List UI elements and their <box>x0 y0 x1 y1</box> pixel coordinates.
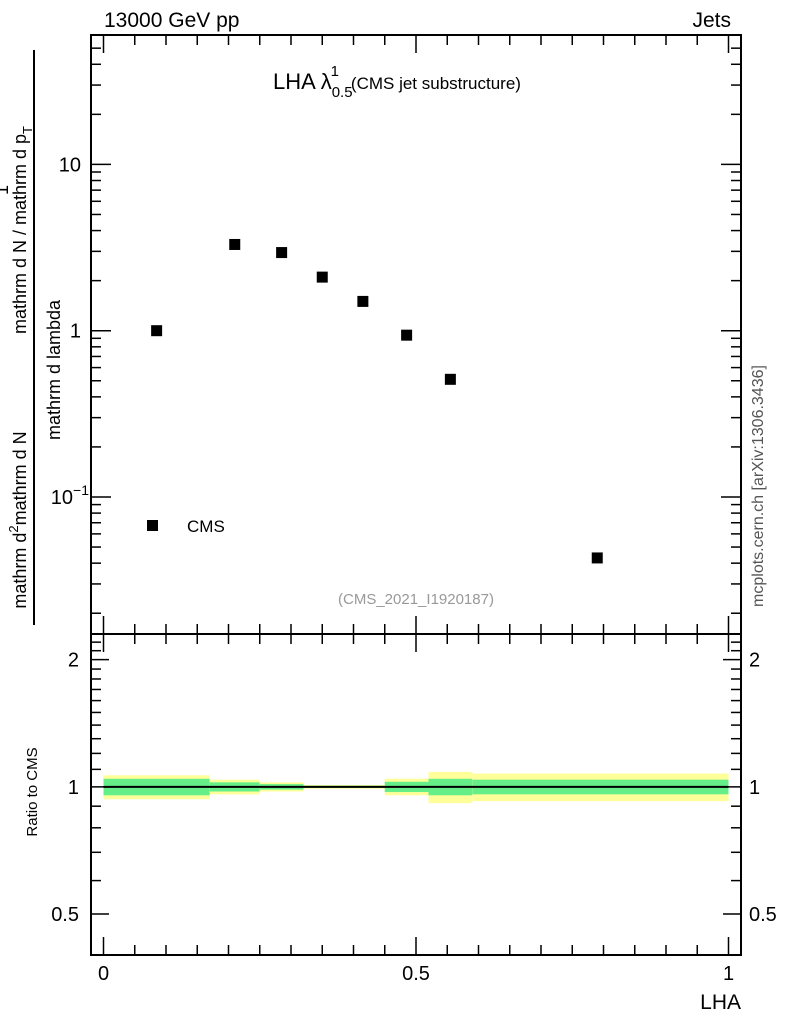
ratio-y-tick-label-right: 2 <box>749 650 760 672</box>
cms-data-points <box>151 238 603 564</box>
data-point <box>276 247 288 259</box>
ratio-y-tick-label-right: 1 <box>749 777 760 799</box>
y-tick-label: 1 <box>70 321 81 343</box>
x-tick-label: 1 <box>723 963 734 985</box>
svg-text:mathrm d lambda: mathrm d lambda <box>44 299 64 440</box>
data-point <box>316 271 328 283</box>
ratio-y-tick-label-left: 0.5 <box>51 904 79 926</box>
data-point <box>591 552 603 564</box>
x-tick-label: 0.5 <box>402 963 430 985</box>
main-panel-border <box>90 34 742 635</box>
header-left: 13000 GeV pp <box>104 9 240 32</box>
svg-text:1: 1 <box>0 185 12 195</box>
svg-text:mathrm d N / mathrm d pT: mathrm d N / mathrm d pT <box>10 126 35 334</box>
main-panel-frame <box>90 34 742 635</box>
y-tick-label: 10−1 <box>51 482 89 509</box>
y-axis-label: mathrm d2mathrm d N mathrm d N / mathrm … <box>0 50 64 625</box>
legend-label-cms: CMS <box>187 517 225 536</box>
x-axis-label: LHA <box>700 991 741 1014</box>
plot-title: LHA λ0.51(CMS jet substructure) <box>273 63 521 101</box>
analysis-tag: (CMS_2021_I1920187) <box>338 591 494 608</box>
data-point <box>401 329 413 341</box>
data-point <box>229 238 241 250</box>
legend-marker-cms <box>147 520 158 531</box>
side-watermark: mcplots.cern.ch [arXiv:1306.3436] <box>750 365 767 607</box>
data-point <box>357 295 369 307</box>
svg-text:mathrm d2mathrm d N: mathrm d2mathrm d N <box>6 431 30 608</box>
x-tick-label: 0 <box>98 963 109 985</box>
header-right: Jets <box>692 9 731 32</box>
ratio-y-tick-label-left: 1 <box>68 777 79 799</box>
ratio-y-tick-label-left: 2 <box>68 650 79 672</box>
ratio-y-axis-label: Ratio to CMS <box>24 747 41 836</box>
y-tick-label: 10 <box>59 154 81 176</box>
ratio-y-tick-label-right: 0.5 <box>749 904 777 926</box>
data-point <box>151 325 163 337</box>
data-point <box>444 373 456 385</box>
